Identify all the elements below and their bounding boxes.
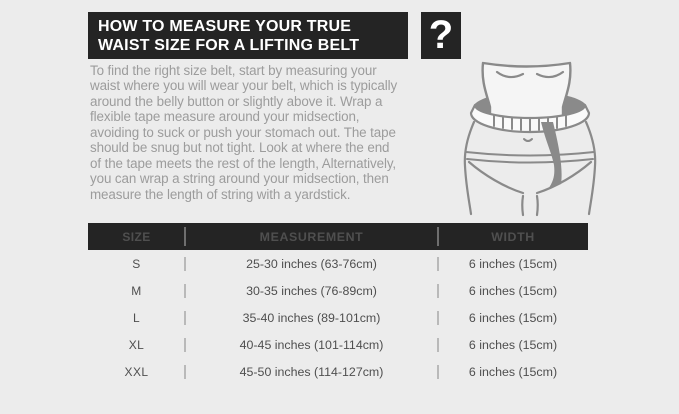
question-mark-badge: ? bbox=[421, 12, 461, 59]
cell-measurement: 45-50 inches (114-127cm) bbox=[239, 364, 384, 379]
torso-outline bbox=[481, 61, 572, 122]
pec-line-left bbox=[495, 70, 525, 79]
intro-text: To find the right size belt, start by me… bbox=[90, 63, 398, 202]
brief-edge-right bbox=[535, 160, 593, 195]
column-divider bbox=[437, 365, 439, 379]
cell-width: 6 inches (15cm) bbox=[468, 310, 558, 325]
hip-line-right bbox=[584, 120, 597, 216]
column-divider bbox=[437, 338, 439, 352]
hip-line-left bbox=[463, 120, 476, 216]
cell-size: M bbox=[131, 283, 142, 298]
cell-measurement: 35-40 inches (89-101cm) bbox=[242, 310, 381, 325]
column-divider bbox=[184, 227, 186, 246]
column-divider bbox=[184, 338, 186, 352]
column-divider bbox=[184, 365, 186, 379]
table-row: XXL 45-50 inches (114-127cm) 6 inches (1… bbox=[88, 358, 588, 385]
page-title-line-2: WAIST SIZE FOR A LIFTING BELT bbox=[98, 36, 360, 54]
cell-size: XL bbox=[128, 337, 145, 352]
cell-size: S bbox=[132, 256, 141, 271]
column-divider bbox=[184, 284, 186, 298]
column-header-width: WIDTH bbox=[491, 229, 535, 244]
cell-width: 6 inches (15cm) bbox=[468, 337, 558, 352]
column-divider bbox=[437, 284, 439, 298]
belly-button bbox=[523, 138, 533, 142]
column-header-measurement: MEASUREMENT bbox=[259, 229, 364, 244]
column-divider bbox=[437, 227, 439, 246]
column-divider bbox=[184, 311, 186, 325]
cell-measurement: 25-30 inches (63-76cm) bbox=[246, 256, 377, 271]
table-row: L 35-40 inches (89-101cm) 6 inches (15cm… bbox=[88, 304, 588, 331]
table-row: S 25-30 inches (63-76cm) 6 inches (15cm) bbox=[88, 250, 588, 277]
title-banner: HOW TO MEASURE YOUR TRUE WAIST SIZE FOR … bbox=[88, 12, 408, 59]
table-header-row: SIZE MEASUREMENT WIDTH bbox=[88, 223, 588, 250]
cell-width: 6 inches (15cm) bbox=[468, 283, 558, 298]
underwear-waistband-bottom bbox=[466, 158, 594, 164]
waist-measurement-illustration bbox=[463, 61, 597, 217]
underwear-waistband-top bbox=[465, 151, 595, 157]
column-divider bbox=[437, 257, 439, 271]
table-row: XL 40-45 inches (101-114cm) 6 inches (15… bbox=[88, 331, 588, 358]
column-divider bbox=[184, 257, 186, 271]
cell-size: L bbox=[132, 310, 141, 325]
inner-thigh-right bbox=[535, 194, 539, 217]
cell-width: 6 inches (15cm) bbox=[468, 256, 558, 271]
brief-edge-left bbox=[467, 160, 525, 195]
page-title-line-1: HOW TO MEASURE YOUR TRUE bbox=[98, 17, 352, 35]
table-body: S 25-30 inches (63-76cm) 6 inches (15cm)… bbox=[88, 250, 588, 385]
inner-thigh-left bbox=[521, 194, 525, 217]
cell-size: XXL bbox=[124, 364, 149, 379]
cell-measurement: 30-35 inches (76-89cm) bbox=[246, 283, 377, 298]
cell-measurement: 40-45 inches (101-114cm) bbox=[239, 337, 384, 352]
column-header-size: SIZE bbox=[122, 229, 151, 244]
cell-width: 6 inches (15cm) bbox=[468, 364, 558, 379]
pec-line-right bbox=[535, 70, 565, 79]
tape-hanging-end bbox=[541, 122, 562, 189]
table-row: M 30-35 inches (76-89cm) 6 inches (15cm) bbox=[88, 277, 588, 304]
column-divider bbox=[437, 311, 439, 325]
question-mark-icon: ? bbox=[428, 13, 454, 57]
